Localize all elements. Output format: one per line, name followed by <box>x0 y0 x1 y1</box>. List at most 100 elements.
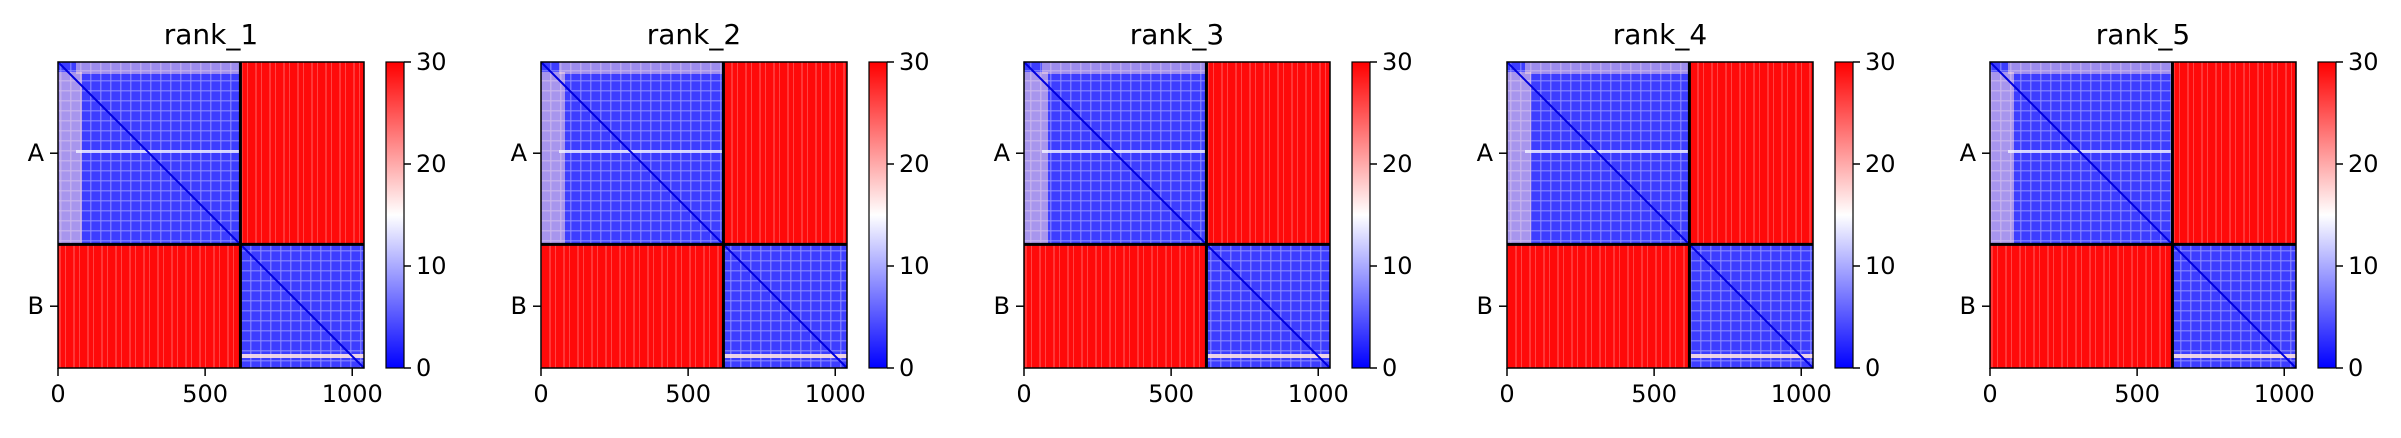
colorbar-tick-label: 20 <box>1865 150 1896 178</box>
y-tick-label: A <box>1960 139 1977 167</box>
panel-title: rank_3 <box>1130 18 1224 51</box>
edge-band <box>1507 72 1531 245</box>
colorbar <box>1351 61 1371 369</box>
colorbar-tick-label: 10 <box>899 252 930 280</box>
colorbar-tick-label: 30 <box>899 48 930 76</box>
panel-title: rank_2 <box>647 18 741 51</box>
edge-band <box>1042 150 1207 153</box>
diagonal-b <box>1688 243 1814 369</box>
edge-band <box>1525 62 1690 74</box>
block-ab <box>1206 62 1330 245</box>
colorbar-tick-label: 10 <box>1865 252 1896 280</box>
plot-frame <box>1506 61 1814 369</box>
plot-frame <box>540 61 848 369</box>
block-ab <box>2172 62 2296 245</box>
colorbar-tick-label: 0 <box>1382 354 1397 382</box>
plot-frame <box>57 61 365 369</box>
edge-band <box>1990 72 2014 245</box>
x-tick-label: 1000 <box>1288 380 1349 408</box>
y-tick-label: A <box>994 139 1011 167</box>
x-tick-label: 0 <box>1499 380 1514 408</box>
block-ab <box>240 62 364 245</box>
y-tick-label: B <box>994 292 1010 320</box>
edge-band <box>58 72 82 245</box>
edge-band <box>2008 62 2173 74</box>
panel-title: rank_1 <box>164 18 258 51</box>
diagonal-a <box>1989 61 2174 246</box>
y-tick-label: B <box>1477 292 1493 320</box>
block-ba <box>1507 244 1690 368</box>
colorbar-tick-label: 20 <box>416 150 447 178</box>
x-tick-label: 500 <box>665 380 711 408</box>
plot-frame <box>1989 61 2297 369</box>
edge-band <box>2172 354 2296 358</box>
edge-band <box>1024 72 1048 245</box>
colorbar-tick-label: 30 <box>1382 48 1413 76</box>
edge-band <box>240 354 364 358</box>
y-tick-label: B <box>1960 292 1976 320</box>
block-ba <box>541 244 724 368</box>
colorbar-tick-label: 0 <box>416 354 431 382</box>
colorbar <box>385 61 405 369</box>
colorbar-tick-label: 0 <box>899 354 914 382</box>
colorbar-tick-label: 10 <box>416 252 447 280</box>
colorbar-tick-label: 20 <box>1382 150 1413 178</box>
edge-band <box>1042 62 1207 74</box>
colorbar-tick-label: 30 <box>2348 48 2379 76</box>
diagonal-b <box>722 243 848 369</box>
edge-band <box>76 62 241 74</box>
colorbar-tick-label: 30 <box>416 48 447 76</box>
edge-band <box>76 150 241 153</box>
edge-band <box>723 354 847 358</box>
diagonal-b <box>239 243 365 369</box>
colorbar <box>868 61 888 369</box>
colorbar-tick-label: 20 <box>899 150 930 178</box>
x-tick-label: 0 <box>50 380 65 408</box>
edge-band <box>559 62 724 74</box>
colorbar-tick-label: 10 <box>1382 252 1413 280</box>
heatmap-panel: rank_5 0 500 1000 A B 0 10 20 30 <box>1960 18 2379 408</box>
plot-frame <box>1023 61 1331 369</box>
colorbar-tick-label: 0 <box>1865 354 1880 382</box>
diagonal-b <box>2171 243 2297 369</box>
edge-band <box>1525 150 1690 153</box>
panel-title: rank_4 <box>1613 18 1707 51</box>
heatmap-panel: rank_2 0 500 1000 A B 0 10 20 30 <box>511 18 930 408</box>
edge-band <box>541 72 565 245</box>
x-tick-label: 500 <box>182 380 228 408</box>
x-tick-label: 1000 <box>1771 380 1832 408</box>
y-tick-label: B <box>511 292 527 320</box>
heatmap-panel: rank_1 0 500 1000 A B 0 10 20 30 <box>28 18 447 408</box>
colorbar-tick-label: 0 <box>2348 354 2363 382</box>
y-tick-label: A <box>28 139 45 167</box>
edge-band <box>1206 354 1330 358</box>
colorbar <box>2317 61 2337 369</box>
block-ab <box>723 62 847 245</box>
x-tick-label: 500 <box>1148 380 1194 408</box>
diagonal-b <box>1205 243 1331 369</box>
colorbar-tick-label: 30 <box>1865 48 1896 76</box>
x-tick-label: 1000 <box>322 380 383 408</box>
y-tick-label: A <box>511 139 528 167</box>
heatmap-panel: rank_4 0 500 1000 A B 0 10 20 30 <box>1477 18 1896 408</box>
colorbar-tick-label: 10 <box>2348 252 2379 280</box>
edge-band <box>559 150 724 153</box>
y-tick-label: B <box>28 292 44 320</box>
panel-title: rank_5 <box>2096 18 2190 51</box>
colorbar-tick-label: 20 <box>2348 150 2379 178</box>
x-tick-label: 0 <box>1982 380 1997 408</box>
block-ba <box>58 244 241 368</box>
block-ab <box>1689 62 1813 245</box>
x-tick-label: 1000 <box>2254 380 2315 408</box>
x-tick-label: 1000 <box>805 380 866 408</box>
y-tick-label: A <box>1477 139 1494 167</box>
diagonal-a <box>540 61 725 246</box>
x-tick-label: 0 <box>1016 380 1031 408</box>
x-tick-label: 500 <box>1631 380 1677 408</box>
diagonal-a <box>1023 61 1208 246</box>
x-tick-label: 0 <box>533 380 548 408</box>
colorbar <box>1834 61 1854 369</box>
edge-band <box>2008 150 2173 153</box>
